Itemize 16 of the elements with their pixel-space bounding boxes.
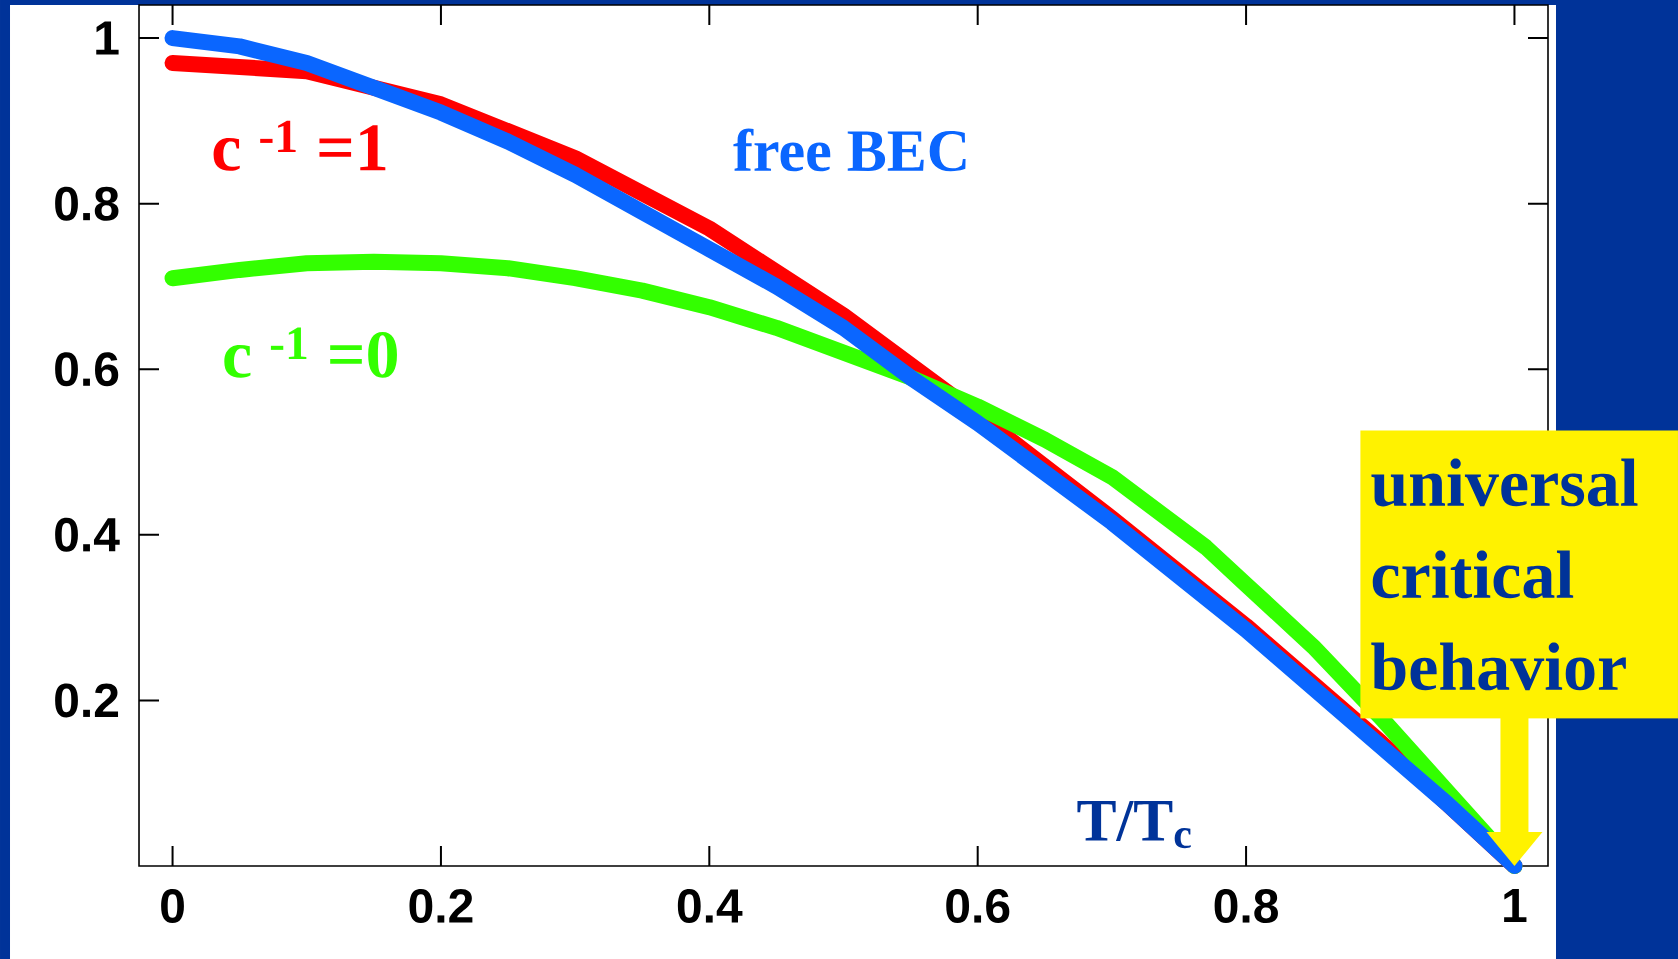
series-label: c $^{-1}$ =1 [213,120,386,171]
series-label: c $^{-1}$ =0 [224,327,397,378]
annotation: universal critical behavior [1371,458,1638,691]
x-tick-label: 0.8 [1214,889,1278,924]
y-tick-label: 0.8 [55,186,119,221]
x-tick-label: 1 [1504,889,1527,923]
series-label: free BEC [733,128,966,172]
y-tick-label: 0.4 [55,517,120,552]
y-tick-label: 0.6 [55,352,119,387]
x-axis-title: T/T$_{c}$ [1077,800,1191,849]
x-tick-label: 0.2 [409,889,473,924]
x-tick-label: 0.4 [677,889,743,924]
y-tick-label: 1 [96,21,119,55]
x-tick-label: 0.6 [946,889,1010,924]
x-tick-label: 0 [161,889,184,924]
y-tick-label: 0.2 [55,683,119,718]
